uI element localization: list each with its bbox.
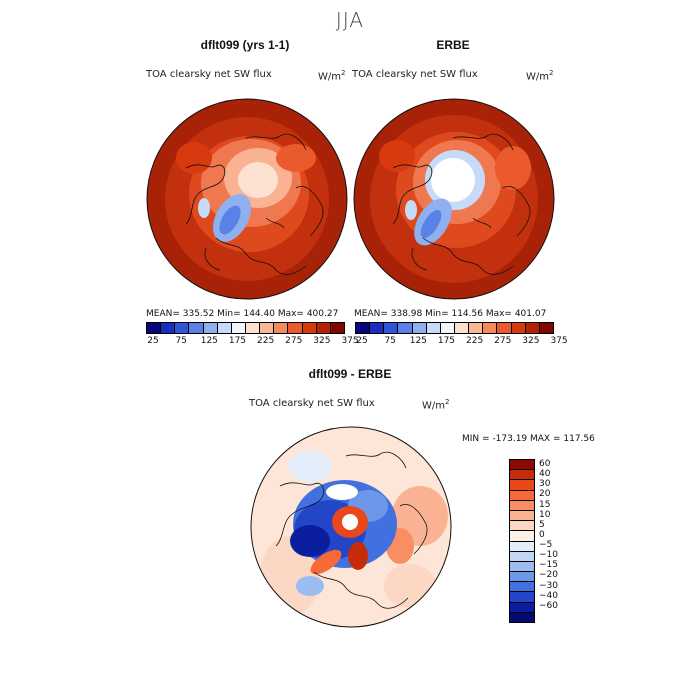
colorbar-swatch [330,323,344,333]
colorbar-swatch [412,323,427,333]
colorbar-swatch [175,323,190,333]
colorbar-tick-label: −30 [539,580,558,591]
colorbar-swatch [510,572,534,583]
colorbar-swatch [510,521,534,532]
colorbar-tick-label: 25 [147,336,159,346]
panel-left-stats: MEAN= 335.52 Min= 144.40 Max= 400.27 [146,309,339,319]
colorbar-tick-label: 325 [522,336,540,346]
colorbar-swatch [398,323,413,333]
colorbar-tick-label: 275 [285,336,303,346]
colorbar-tick-label: 30 [539,479,551,490]
panel-left-variable: TOA clearsky net SW flux [146,69,272,80]
colorbar-tick-label: 125 [200,336,218,346]
colorbar-right-labels: 25 75 125 175 225 275 325 375 [355,336,567,348]
colorbar-swatch [440,323,455,333]
colorbar-tick-label: −10 [539,550,558,561]
colorbar-tick-label: 75 [175,336,187,346]
colorbar-swatch [510,460,534,471]
colorbar-swatch [189,323,204,333]
colorbar-swatch [510,480,534,491]
colorbar-swatch [510,510,534,522]
colorbar-swatch [469,323,484,333]
colorbar-tick-label: 125 [409,336,427,346]
colorbar-swatch [161,323,176,333]
colorbar-tick-label: 40 [539,469,551,480]
colorbar-difference-labels: 60 40 30 20 15 10 5 0 −5 −10 −15 −20 −30 −40 −60 [539,459,579,621]
colorbar-swatch [302,323,317,333]
colorbar-tick-label: −40 [539,590,558,601]
colorbar-swatch [274,323,289,333]
figure-title: JJA [335,8,365,32]
panel-right-title: ERBE [436,38,470,52]
colorbar-tick-label: −5 [539,540,553,551]
colorbar-tick-label: 0 [539,529,545,540]
colorbar-swatch [426,323,441,333]
colorbar-tick-label: 15 [539,499,551,510]
colorbar-swatch [510,602,534,613]
panel-left-title: dflt099 (yrs 1-1) [200,38,290,52]
colorbar-swatch [510,582,534,593]
colorbar-tick-label: 10 [539,509,551,520]
colorbar-swatch [260,323,275,333]
colorbar-tick-label: 20 [539,489,551,500]
colorbar-tick-label: 375 [341,336,359,346]
colorbar-swatch [370,323,385,333]
colorbar-tick-label: 225 [257,336,275,346]
diff-units: W/m2 [422,398,450,412]
diff-title: dflt099 - ERBE [308,367,392,381]
colorbar-swatch [510,531,534,542]
colorbar-right [355,322,554,334]
colorbar-tick-label: 375 [550,336,568,346]
map-difference [250,426,452,628]
diff-minmax: MIN = -173.19 MAX = 117.56 [462,434,595,444]
colorbar-swatch [510,490,534,501]
colorbar-swatch [316,323,331,333]
colorbar-left-labels: 25 75 125 175 225 275 325 375 [146,336,358,348]
colorbar-difference [509,459,535,623]
colorbar-swatch [147,323,162,333]
diff-variable: TOA clearsky net SW flux [249,398,375,409]
colorbar-tick-label: −20 [539,570,558,581]
colorbar-swatch [525,323,540,333]
colorbar-swatch [510,500,534,511]
colorbar-tick-label: 325 [313,336,331,346]
colorbar-tick-label: 175 [228,336,247,346]
colorbar-swatch [510,551,534,562]
colorbar-swatch [356,323,371,333]
colorbar-swatch [510,470,534,481]
colorbar-tick-label: 275 [494,336,512,346]
colorbar-swatch [203,323,218,333]
colorbar-swatch [245,323,261,333]
colorbar-swatch [454,323,470,333]
colorbar-tick-label: 60 [539,459,551,470]
map-right [353,98,555,300]
panel-right-variable: TOA clearsky net SW flux [352,69,478,80]
colorbar-swatch [510,561,534,573]
colorbar-tick-label: −15 [539,560,558,571]
colorbar-tick-label: −60 [539,600,558,611]
map-left [146,98,348,300]
colorbar-swatch [510,612,534,622]
colorbar-swatch [510,592,534,603]
colorbar-swatch [288,323,303,333]
colorbar-tick-label: 175 [437,336,456,346]
panel-left-units: W/m2 [318,69,346,83]
panel-right-units: W/m2 [526,69,554,83]
colorbar-swatch [511,323,526,333]
colorbar-swatch [497,323,512,333]
colorbar-swatch [510,541,534,552]
colorbar-swatch [217,323,232,333]
colorbar-tick-label: 75 [384,336,396,346]
colorbar-tick-label: 225 [466,336,484,346]
colorbar-left [146,322,345,334]
colorbar-tick-label: 5 [539,519,545,530]
colorbar-tick-label: 25 [356,336,368,346]
colorbar-swatch [483,323,498,333]
colorbar-swatch [384,323,399,333]
panel-right-stats: MEAN= 338.98 Min= 114.56 Max= 401.07 [354,309,547,319]
colorbar-swatch [539,323,553,333]
colorbar-swatch [231,323,246,333]
